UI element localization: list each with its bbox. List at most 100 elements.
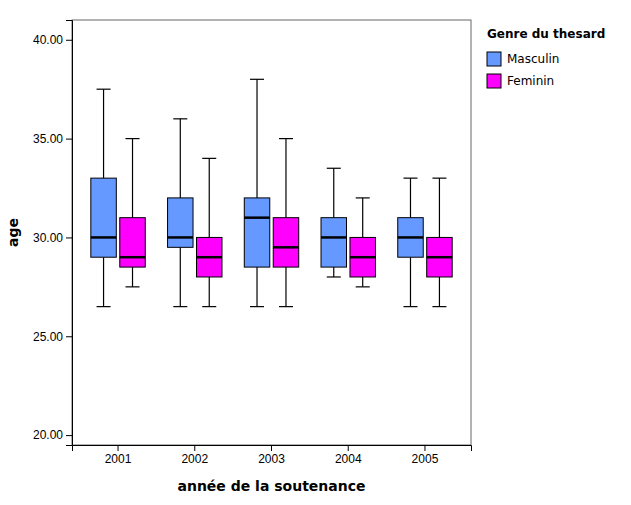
whisker-low [333,267,334,277]
y-tick-mark [66,237,72,238]
legend-swatch [487,52,501,66]
legend-item: Feminin [487,74,554,88]
whisker-cap-high [173,118,187,119]
whisker-cap-low [279,306,293,307]
box [197,237,222,277]
x-tick-mark [348,445,349,451]
whisker-cap-low [173,306,187,307]
y-tick-label: 25.00 [33,330,63,344]
y-tick-label: 30.00 [33,231,63,245]
whisker-low [439,277,440,307]
whisker-cap-high [97,89,111,90]
x-tick-label: 2002 [181,452,208,466]
whisker-cap-low [126,286,140,287]
y-tick-label: 35.00 [33,132,63,146]
chart: 2001 2002 2003 2004 2005 20.00 25.00 30.00 35.00… [0,0,631,505]
median [168,236,193,239]
whisker-low [132,267,133,287]
y-tick: 30.00 [33,231,72,245]
y-tick-mark [66,336,72,337]
whisker-cap-high [432,178,446,179]
x-tick-label: 2001 [105,452,132,466]
x-axis: 2001 2002 2003 2004 2005 [73,445,472,466]
whisker-low [209,277,210,307]
median [350,256,375,259]
box [427,237,452,277]
median [197,256,222,259]
x-tick-mark [271,445,272,451]
x-tick-mark [194,445,195,451]
x-tick-label: 2005 [412,452,439,466]
x-tick: 2005 [412,445,439,466]
y-tick: 20.00 [33,428,72,442]
legend: Genre du thesard Masculin Feminin [487,27,605,88]
whisker-low [103,257,104,306]
x-tick: 2003 [258,445,285,466]
plot: 2001 2002 2003 2004 2005 20.00 25.00 30.00 35.00… [33,20,472,466]
x-tick-mark [424,445,425,451]
y-tick-mark [66,40,72,41]
y-tick: 25.00 [33,330,72,344]
median [91,236,116,239]
whisker-cap-high [202,158,216,159]
y-axis-line [66,21,73,446]
y-tick-mark [66,435,72,436]
whisker-low [362,277,363,287]
whisker-cap-low [327,276,341,277]
box [168,198,193,247]
x-tick: 2002 [181,445,208,466]
median [427,256,452,259]
whisker-low [256,267,257,307]
whisker-high [180,119,181,198]
whisker-high [333,168,334,217]
y-tick-label: 40.00 [33,33,63,47]
median [244,216,269,219]
whisker-high [410,178,411,218]
whisker-cap-high [126,138,140,139]
whisker-cap-low [250,306,264,307]
x-axis-title: année de la soutenance [177,478,365,494]
y-tick-mark [66,139,72,140]
box [398,218,423,258]
legend-label: Feminin [507,74,554,88]
whisker-cap-low [403,306,417,307]
legend-swatch [487,74,501,88]
plot-frame [72,20,471,445]
whisker-cap-high [250,79,264,80]
box [120,218,145,267]
whisker-low [410,257,411,306]
box [321,218,346,267]
legend-title: Genre du thesard [487,27,605,41]
x-axis-line [73,446,472,452]
box [273,218,298,267]
y-tick: 35.00 [33,132,72,146]
whisker-cap-high [279,138,293,139]
whisker-cap-high [403,178,417,179]
y-axis-title: age [5,218,21,247]
whisker-cap-high [327,168,341,169]
median [398,236,423,239]
whisker-high [285,139,286,218]
legend-label: Masculin [507,52,559,66]
box [244,198,269,267]
box-series [120,139,452,307]
x-tick: 2004 [335,445,362,466]
box [91,178,116,257]
whisker-cap-low [432,306,446,307]
median [273,246,298,249]
box-series [91,79,423,306]
whisker-high [103,89,104,178]
whisker-cap-low [97,306,111,307]
y-axis: 20.00 25.00 30.00 35.00 40.00 [33,21,73,446]
median [321,236,346,239]
median [120,256,145,259]
x-tick-label: 2003 [258,452,285,466]
whisker-cap-low [356,286,370,287]
whisker-cap-low [202,306,216,307]
whisker-high [132,139,133,218]
x-tick-mark [118,445,119,451]
y-tick: 40.00 [33,33,72,47]
legend-item: Masculin [487,52,559,66]
whisker-low [180,247,181,306]
whisker-low [285,267,286,307]
